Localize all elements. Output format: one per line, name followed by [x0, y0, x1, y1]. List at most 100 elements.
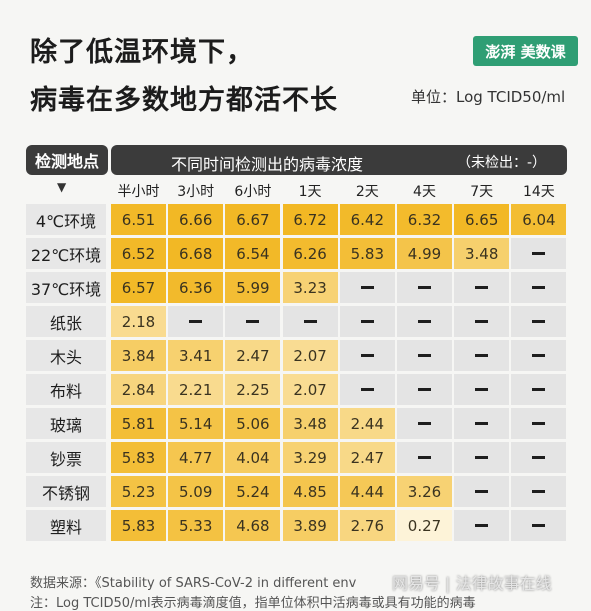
column-group-title: 不同时间检测出的病毒浓度 [171, 155, 364, 174]
dash-icon [475, 456, 489, 459]
heatmap-cell-not-detected [339, 272, 395, 303]
heatmap-cell: 5.33 [168, 510, 224, 541]
row-label: 纸张 [26, 306, 106, 337]
heatmap-cell-not-detected [397, 408, 452, 439]
chart-title-line1: 除了低温环境下， [30, 37, 254, 68]
dash-icon [475, 354, 489, 357]
dash-icon [475, 524, 489, 527]
heatmap-cell: 3.23 [282, 272, 338, 303]
heatmap-cell-not-detected [397, 340, 452, 371]
dash-icon [475, 490, 489, 493]
heatmap-cell-not-detected [511, 510, 567, 541]
heatmap-cell: 2.76 [339, 510, 395, 541]
column-header: 14天 [522, 184, 555, 200]
heatmap-cell: 2.18 [111, 306, 166, 337]
heatmap-cell: 6.32 [397, 204, 452, 235]
heatmap-cell: 6.04 [511, 204, 567, 235]
dash-icon [475, 320, 489, 323]
heatmap-cell: 3.48 [454, 238, 510, 269]
publisher-logo: 澎湃 美数课 [473, 36, 578, 66]
heatmap-cell: 6.42 [339, 204, 395, 235]
column-header: 3小时 [177, 184, 215, 200]
heatmap-cell-not-detected [397, 374, 452, 405]
heatmap-cell: 2.47 [225, 340, 281, 371]
column-group-header: 不同时间检测出的病毒浓度 （未检出：-） [111, 145, 567, 175]
heatmap-cell-not-detected [511, 476, 567, 507]
heatmap-cell-not-detected [511, 408, 567, 439]
heatmap-cell: 6.72 [282, 204, 338, 235]
heatmap-cell-not-detected [511, 238, 567, 269]
heatmap-cell: 0.27 [397, 510, 452, 541]
row-label: 不锈钢 [26, 476, 106, 507]
dash-icon [532, 286, 546, 289]
column-header: 4天 [413, 184, 436, 200]
dash-icon [418, 456, 431, 459]
dash-icon [532, 524, 546, 527]
heatmap-cell: 6.36 [168, 272, 224, 303]
dash-icon [532, 490, 546, 493]
dash-icon [418, 354, 431, 357]
heatmap-cell: 4.68 [225, 510, 281, 541]
row-label: 玻璃 [26, 408, 106, 439]
heatmap-cell: 2.07 [282, 374, 338, 405]
heatmap-cell: 5.09 [168, 476, 224, 507]
heatmap-cell: 2.84 [111, 374, 166, 405]
heatmap-cell: 6.26 [282, 238, 338, 269]
heatmap-cell-not-detected [511, 442, 567, 473]
heatmap-cell-not-detected [397, 306, 452, 337]
chart-title-line2: 病毒在多数地方都活不长 [30, 85, 338, 116]
heatmap-cell-not-detected [339, 306, 395, 337]
heatmap-cell-not-detected [511, 340, 567, 371]
heatmap-cell-not-detected [397, 272, 452, 303]
heatmap-cell: 6.51 [111, 204, 166, 235]
heatmap-cell-not-detected [511, 272, 567, 303]
row-label: 布料 [26, 374, 106, 405]
dash-icon [418, 388, 431, 391]
heatmap-cell: 4.99 [397, 238, 452, 269]
row-label: 木头 [26, 340, 106, 371]
row-label: 塑料 [26, 510, 106, 541]
heatmap-cell: 3.89 [282, 510, 338, 541]
heatmap-cell-not-detected [339, 340, 395, 371]
dash-icon [189, 320, 203, 323]
heatmap-cell-not-detected [397, 442, 452, 473]
dash-icon [532, 320, 546, 323]
heatmap-cell: 6.57 [111, 272, 166, 303]
column-header: 6小时 [234, 184, 272, 200]
dash-icon [360, 286, 374, 289]
heatmap-cell: 4.77 [168, 442, 224, 473]
dash-icon [475, 422, 489, 425]
heatmap-cell: 6.68 [168, 238, 224, 269]
heatmap-cell-not-detected [511, 374, 567, 405]
dash-icon [360, 320, 374, 323]
heatmap-cell: 2.44 [339, 408, 395, 439]
heatmap-cell-not-detected [454, 340, 510, 371]
not-detected-note: （未检出：-） [457, 155, 547, 171]
footer-note: 注：Log TCID50/ml表示病毒滴度值，指单位体积中活病毒或具有功能的病毒 [30, 596, 476, 611]
column-header: 1天 [298, 184, 322, 200]
dash-icon [303, 320, 317, 323]
heatmap-cell: 2.07 [282, 340, 338, 371]
heatmap-cell-not-detected [454, 476, 510, 507]
heatmap-cell: 5.83 [111, 442, 166, 473]
column-header: 半小时 [117, 184, 160, 200]
heatmap-cell: 5.14 [168, 408, 224, 439]
column-header: 2天 [355, 184, 379, 200]
heatmap-cell: 3.84 [111, 340, 166, 371]
row-header-marker: ▼ [57, 180, 67, 194]
row-header: 检测地点 [26, 145, 108, 175]
heatmap-cell: 6.54 [225, 238, 281, 269]
heatmap-cell: 6.66 [168, 204, 224, 235]
dash-icon [475, 388, 489, 391]
heatmap-cell-not-detected [454, 442, 510, 473]
heatmap-cell: 5.06 [225, 408, 281, 439]
heatmap-cell-not-detected [282, 306, 338, 337]
heatmap-cell: 5.83 [339, 238, 395, 269]
dash-icon [418, 320, 431, 323]
heatmap-cell: 6.67 [225, 204, 281, 235]
heatmap-cell: 6.52 [111, 238, 166, 269]
dash-icon [532, 456, 546, 459]
row-label: 22℃环境 [26, 238, 106, 269]
dash-icon [246, 320, 260, 323]
